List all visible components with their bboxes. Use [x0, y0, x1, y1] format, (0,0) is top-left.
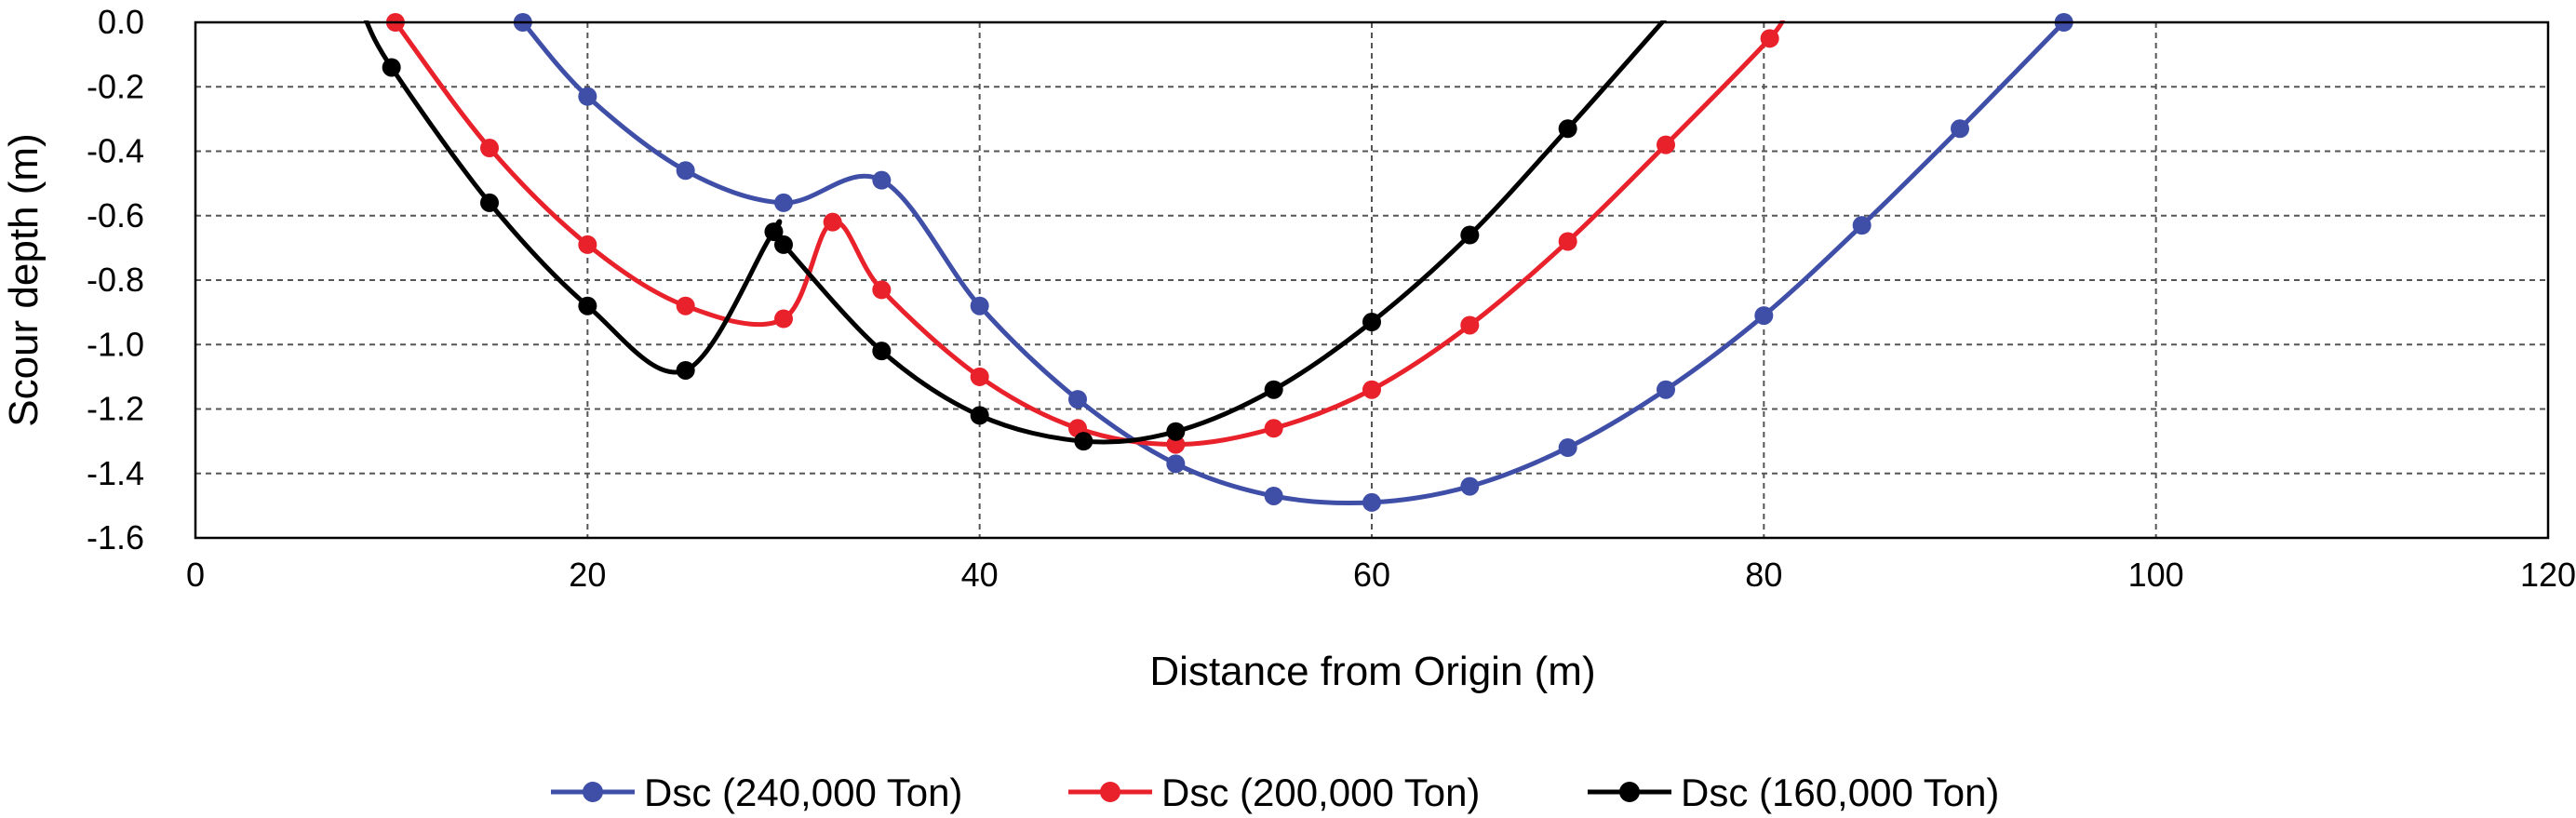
- data-point: [1264, 380, 1283, 399]
- y-tick-label: -1.0: [87, 325, 144, 363]
- legend-swatch-marker: [1619, 782, 1640, 802]
- data-point: [970, 406, 989, 425]
- data-point: [1460, 225, 1480, 245]
- data-point: [823, 212, 842, 232]
- y-tick-label: -0.2: [87, 67, 144, 105]
- series-2: [385, 13, 1786, 454]
- y-tick-label: -0.8: [87, 261, 144, 299]
- data-point: [1460, 476, 1480, 496]
- data-point: [1362, 380, 1381, 399]
- series-lines: [363, 13, 2073, 512]
- x-tick-label: 0: [186, 556, 205, 594]
- y-tick-labels: 0.0 -0.2 -0.4 -0.6 -0.8 -1.0 -1.2 -1.4 -1.6: [87, 3, 144, 557]
- data-point: [382, 58, 401, 77]
- series-1: [513, 13, 2073, 512]
- data-point: [1754, 306, 1774, 326]
- data-point: [676, 296, 695, 315]
- data-point: [1166, 422, 1186, 441]
- grid-lines: [195, 22, 2548, 538]
- data-point: [1264, 419, 1283, 438]
- data-point: [1657, 135, 1675, 154]
- data-point: [480, 139, 499, 158]
- data-point: [1074, 432, 1093, 451]
- legend-label: Dsc (200,000 Ton): [1161, 771, 1480, 814]
- series-line: [363, 20, 1668, 445]
- legend-label: Dsc (160,000 Ton): [1681, 771, 1999, 814]
- data-point: [1068, 390, 1087, 409]
- data-point: [1362, 313, 1381, 332]
- data-point: [1852, 216, 1872, 235]
- legend-entry-2: Dsc (200,000 Ton): [1068, 771, 1480, 814]
- legend-entry-3: Dsc (160,000 Ton): [1588, 771, 1999, 814]
- data-point: [872, 170, 892, 190]
- data-point: [1657, 380, 1675, 399]
- data-point: [578, 87, 597, 106]
- legend-swatch-marker: [1100, 782, 1120, 802]
- x-tick-label: 60: [1353, 556, 1390, 594]
- x-tick-label: 80: [1745, 556, 1782, 594]
- y-tick-label: -1.2: [87, 390, 144, 428]
- data-point: [1558, 232, 1577, 251]
- data-point: [774, 309, 793, 329]
- x-tick-label: 20: [569, 556, 606, 594]
- y-tick-label: -1.4: [87, 454, 144, 492]
- data-point: [1166, 435, 1186, 454]
- legend: Dsc (240,000 Ton) Dsc (200,000 Ton) Dsc (1…: [551, 771, 1999, 814]
- data-point: [676, 161, 695, 181]
- data-point: [774, 193, 793, 212]
- data-point: [1166, 454, 1186, 474]
- y-tick-label: 0.0: [98, 3, 144, 41]
- data-point: [1760, 29, 1779, 48]
- data-point: [1362, 492, 1381, 512]
- x-tick-label: 40: [961, 556, 999, 594]
- series-line: [393, 20, 1786, 448]
- x-tick-labels: 0 20 40 60 80 100 120: [186, 556, 2576, 594]
- plot-frame: [194, 20, 2550, 540]
- data-point: [970, 296, 989, 315]
- data-point: [1558, 438, 1577, 458]
- y-tick-label: -1.6: [87, 518, 144, 557]
- x-tick-label: 100: [2128, 556, 2184, 594]
- x-axis-title: Distance from Origin (m): [1149, 649, 1595, 694]
- x-tick-label: 120: [2520, 556, 2576, 594]
- data-point: [676, 360, 695, 380]
- legend-entry-1: Dsc (240,000 Ton): [551, 771, 962, 814]
- y-tick-label: -0.6: [87, 196, 144, 235]
- data-point: [578, 296, 597, 315]
- series-3: [363, 20, 1668, 451]
- data-point: [872, 280, 892, 300]
- y-tick-label: -0.4: [87, 132, 144, 170]
- data-point: [872, 342, 892, 361]
- data-point: [1951, 119, 1969, 139]
- data-point: [774, 235, 793, 254]
- data-point: [480, 193, 499, 212]
- legend-swatch-marker: [583, 782, 603, 802]
- y-axis-title: Scour depth (m): [1, 133, 47, 426]
- data-point: [764, 222, 784, 242]
- data-point: [1460, 315, 1480, 335]
- data-point: [970, 367, 989, 386]
- data-point: [578, 235, 597, 254]
- data-point: [1558, 119, 1577, 139]
- data-point: [1264, 486, 1283, 505]
- legend-label: Dsc (240,000 Ton): [644, 771, 962, 814]
